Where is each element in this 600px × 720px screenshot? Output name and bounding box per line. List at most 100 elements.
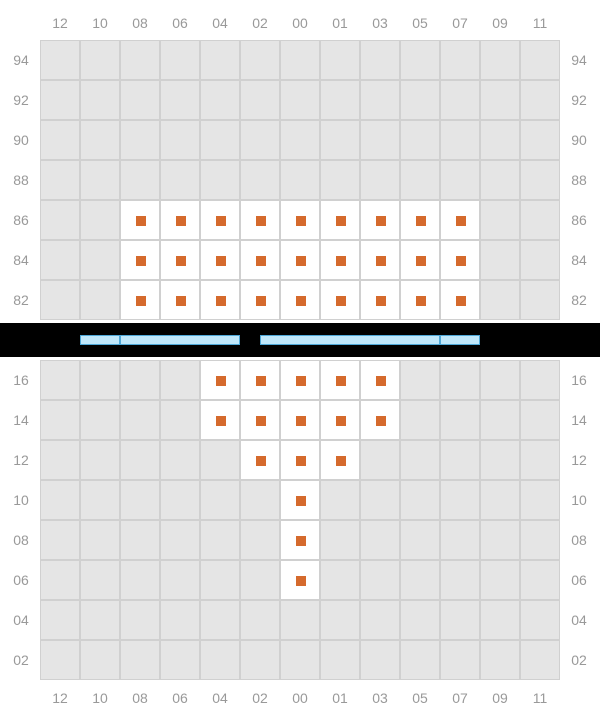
stage-divider bbox=[0, 323, 600, 357]
seat-cell[interactable] bbox=[120, 280, 160, 320]
seat-cell[interactable] bbox=[280, 520, 320, 560]
row-label-left: 82 bbox=[6, 292, 36, 308]
seat-marker bbox=[176, 216, 186, 226]
empty-cell bbox=[520, 360, 560, 400]
empty-cell bbox=[80, 400, 120, 440]
seat-marker bbox=[256, 456, 266, 466]
empty-cell bbox=[400, 440, 440, 480]
empty-cell bbox=[360, 80, 400, 120]
row-label-left: 04 bbox=[6, 612, 36, 628]
empty-cell bbox=[160, 400, 200, 440]
seat-cell[interactable] bbox=[320, 200, 360, 240]
seat-cell[interactable] bbox=[360, 360, 400, 400]
col-label: 03 bbox=[360, 690, 400, 706]
empty-cell bbox=[360, 440, 400, 480]
col-label: 02 bbox=[240, 690, 280, 706]
seat-marker bbox=[336, 296, 346, 306]
seat-marker bbox=[256, 256, 266, 266]
seat-cell[interactable] bbox=[160, 200, 200, 240]
empty-cell bbox=[40, 440, 80, 480]
seat-cell[interactable] bbox=[280, 400, 320, 440]
row-label-left: 94 bbox=[6, 52, 36, 68]
seat-cell[interactable] bbox=[240, 400, 280, 440]
seat-cell[interactable] bbox=[360, 200, 400, 240]
empty-cell bbox=[40, 480, 80, 520]
seat-cell[interactable] bbox=[200, 240, 240, 280]
seat-cell[interactable] bbox=[280, 360, 320, 400]
seat-cell[interactable] bbox=[320, 400, 360, 440]
seat-cell[interactable] bbox=[320, 240, 360, 280]
seat-cell[interactable] bbox=[280, 240, 320, 280]
empty-cell bbox=[360, 560, 400, 600]
seat-cell[interactable] bbox=[360, 400, 400, 440]
seat-marker bbox=[416, 216, 426, 226]
empty-cell bbox=[520, 600, 560, 640]
seat-marker bbox=[176, 296, 186, 306]
seat-cell[interactable] bbox=[200, 360, 240, 400]
empty-cell bbox=[480, 640, 520, 680]
col-label: 11 bbox=[520, 690, 560, 706]
col-label: 04 bbox=[200, 690, 240, 706]
empty-cell bbox=[160, 480, 200, 520]
seat-marker bbox=[416, 296, 426, 306]
seat-cell[interactable] bbox=[400, 240, 440, 280]
empty-cell bbox=[440, 640, 480, 680]
seat-cell[interactable] bbox=[240, 200, 280, 240]
seat-cell[interactable] bbox=[240, 440, 280, 480]
seat-cell[interactable] bbox=[120, 240, 160, 280]
col-label: 00 bbox=[280, 690, 320, 706]
seat-cell[interactable] bbox=[320, 360, 360, 400]
seat-cell[interactable] bbox=[160, 280, 200, 320]
seat-cell[interactable] bbox=[440, 200, 480, 240]
row-label-right: 10 bbox=[564, 492, 594, 508]
seat-cell[interactable] bbox=[280, 560, 320, 600]
row-label-right: 94 bbox=[564, 52, 594, 68]
seat-cell[interactable] bbox=[440, 280, 480, 320]
seat-marker bbox=[376, 416, 386, 426]
col-label: 12 bbox=[40, 690, 80, 706]
seat-cell[interactable] bbox=[440, 240, 480, 280]
empty-cell bbox=[440, 160, 480, 200]
seat-cell[interactable] bbox=[360, 240, 400, 280]
seat-cell[interactable] bbox=[120, 200, 160, 240]
seat-cell[interactable] bbox=[320, 280, 360, 320]
empty-cell bbox=[200, 480, 240, 520]
seat-cell[interactable] bbox=[200, 400, 240, 440]
empty-cell bbox=[480, 160, 520, 200]
seat-cell[interactable] bbox=[240, 280, 280, 320]
seat-cell[interactable] bbox=[280, 200, 320, 240]
empty-cell bbox=[480, 400, 520, 440]
seat-cell[interactable] bbox=[200, 200, 240, 240]
seat-cell[interactable] bbox=[280, 480, 320, 520]
grid-lower bbox=[40, 360, 560, 680]
seat-cell[interactable] bbox=[200, 280, 240, 320]
seat-cell[interactable] bbox=[400, 280, 440, 320]
col-labels-bottom: 12100806040200010305070911 bbox=[0, 690, 600, 710]
seat-cell[interactable] bbox=[280, 280, 320, 320]
seat-cell[interactable] bbox=[160, 240, 200, 280]
row-label-right: 06 bbox=[564, 572, 594, 588]
empty-cell bbox=[320, 40, 360, 80]
empty-cell bbox=[160, 120, 200, 160]
seat-marker bbox=[296, 576, 306, 586]
empty-cell bbox=[360, 40, 400, 80]
col-label: 08 bbox=[120, 690, 160, 706]
empty-cell bbox=[440, 560, 480, 600]
seat-cell[interactable] bbox=[280, 440, 320, 480]
seat-cell[interactable] bbox=[360, 280, 400, 320]
empty-cell bbox=[440, 80, 480, 120]
seat-marker bbox=[136, 296, 146, 306]
empty-cell bbox=[120, 520, 160, 560]
seat-cell[interactable] bbox=[320, 440, 360, 480]
seat-cell[interactable] bbox=[240, 360, 280, 400]
seat-cell[interactable] bbox=[400, 200, 440, 240]
empty-cell bbox=[160, 560, 200, 600]
empty-cell bbox=[520, 160, 560, 200]
empty-cell bbox=[440, 40, 480, 80]
grid-upper bbox=[40, 40, 560, 320]
seat-marker bbox=[336, 256, 346, 266]
seat-marker bbox=[296, 496, 306, 506]
empty-cell bbox=[320, 520, 360, 560]
row-label-left: 88 bbox=[6, 172, 36, 188]
seat-cell[interactable] bbox=[240, 240, 280, 280]
